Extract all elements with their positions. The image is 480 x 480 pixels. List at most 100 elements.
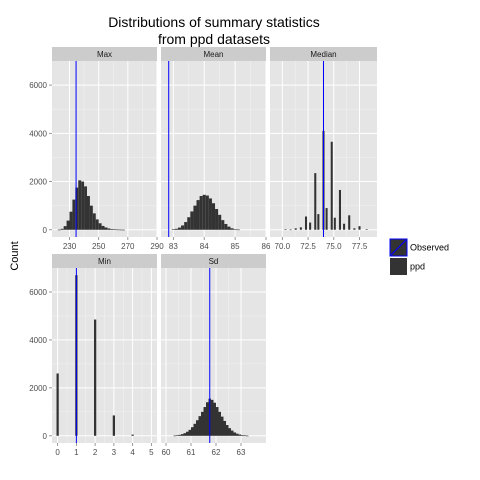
facet-strip-label: Mean [203,50,223,59]
facet-sd: Sd 60 61 62 63 [161,254,266,457]
histogram-bar [284,229,287,230]
histogram-bar [63,226,67,230]
x-tick-label: 0 [55,448,60,457]
histogram-bar [223,420,226,436]
legend-key-line [390,239,407,256]
histogram-bar [198,416,201,436]
y-tick-label: 6000 [29,288,47,297]
histogram-bar [201,411,204,436]
histogram-bar [187,217,191,230]
x-tick-label: 63 [237,448,246,457]
y-tick-label: 4000 [29,336,47,345]
facet-strip-label: Sd [209,257,219,266]
x-tick-label: 270 [121,242,135,251]
histogram-bar [191,427,194,436]
histogram-bar [333,217,336,230]
histogram-bar [314,173,317,230]
x-tick-label: 62 [212,448,221,457]
histogram-bar [98,223,102,230]
histogram-bar [206,402,209,436]
histogram-bar [56,373,59,436]
histogram-bar [60,228,64,230]
histogram-bar [95,219,99,230]
histogram-bar [171,229,175,231]
histogram-bar [87,196,90,230]
histogram-bar [233,432,236,436]
legend-label: ppd [410,262,425,272]
histogram-bar [343,223,346,230]
histogram-bar [325,208,328,230]
histogram-bar [230,228,234,230]
panel-background [52,61,157,237]
facet-strip-label: Min [98,257,111,266]
histogram-bar [243,435,246,437]
histogram-bar [173,435,176,437]
histogram-bar [188,429,191,436]
histogram-bar [227,226,231,230]
x-tick-label: 72.5 [300,242,316,251]
histogram-bar [66,220,70,230]
histogram-bar [193,205,197,230]
histogram-bar [186,431,189,436]
histogram-bar [233,229,237,230]
histogram-bar [299,227,302,230]
histogram-bar [236,433,239,436]
histogram-bar [177,227,182,230]
histogram-bar [236,229,240,231]
histogram-bar [202,194,206,230]
histogram-bar [57,229,61,231]
histogram-bar [89,205,93,230]
facet-strip-label: Median [310,50,336,59]
x-tick-label: 1 [74,448,79,457]
legend-item-ppd: ppd [390,258,425,275]
x-tick-label: 3 [112,448,117,457]
histogram-bar [181,434,184,436]
histogram-bar [294,228,297,230]
histogram-bar [205,195,209,230]
histogram-bar [221,220,225,230]
histogram-bar [174,228,178,230]
histogram-bar [193,423,196,436]
histogram-bar [101,225,105,230]
histogram-bar [309,222,312,230]
histogram-bar [238,434,241,436]
histogram-bar [190,211,194,230]
histogram-bar [348,215,351,230]
x-tick-label: 60 [162,448,171,457]
histogram-bar [213,402,216,436]
chart-title-line-1: Distributions of summary statistics [108,14,320,30]
histogram-bar [218,214,222,230]
x-tick-label: 61 [187,448,196,457]
histogram-bar [196,200,200,230]
x-tick-label: 5 [149,448,154,457]
histogram-bar [231,430,234,436]
histogram-bar [112,415,115,436]
facet-strip [52,254,157,268]
histogram-bar [199,196,203,230]
histogram-bar [181,225,185,230]
histogram-bar [353,228,356,230]
histogram-bar [228,428,231,436]
facet-strip [161,254,266,268]
histogram-bar [122,229,125,231]
histogram-bar [176,435,179,436]
histogram-bar [92,213,96,230]
histogram-bar [116,229,120,231]
histogram-bar [75,187,79,230]
histogram-bar [69,211,73,230]
facet-strip [52,47,157,61]
histogram-bar [104,227,108,230]
x-tick-label: 85 [231,242,240,251]
x-tick-label: 290 [150,242,164,251]
facet-median: Median 70.0 72.5 75.0 77.5 [270,47,377,251]
histogram-bar [196,420,199,436]
histogram-bar [119,229,122,231]
histogram-bar [218,411,221,436]
x-tick-label: 75.0 [326,242,342,251]
histogram-bar [178,434,181,436]
chart-title-line-2: from ppd datasets [158,31,270,47]
histogram-bar [94,319,97,436]
legend-item-observed: Observed [389,238,449,257]
facet-strip [270,47,377,61]
